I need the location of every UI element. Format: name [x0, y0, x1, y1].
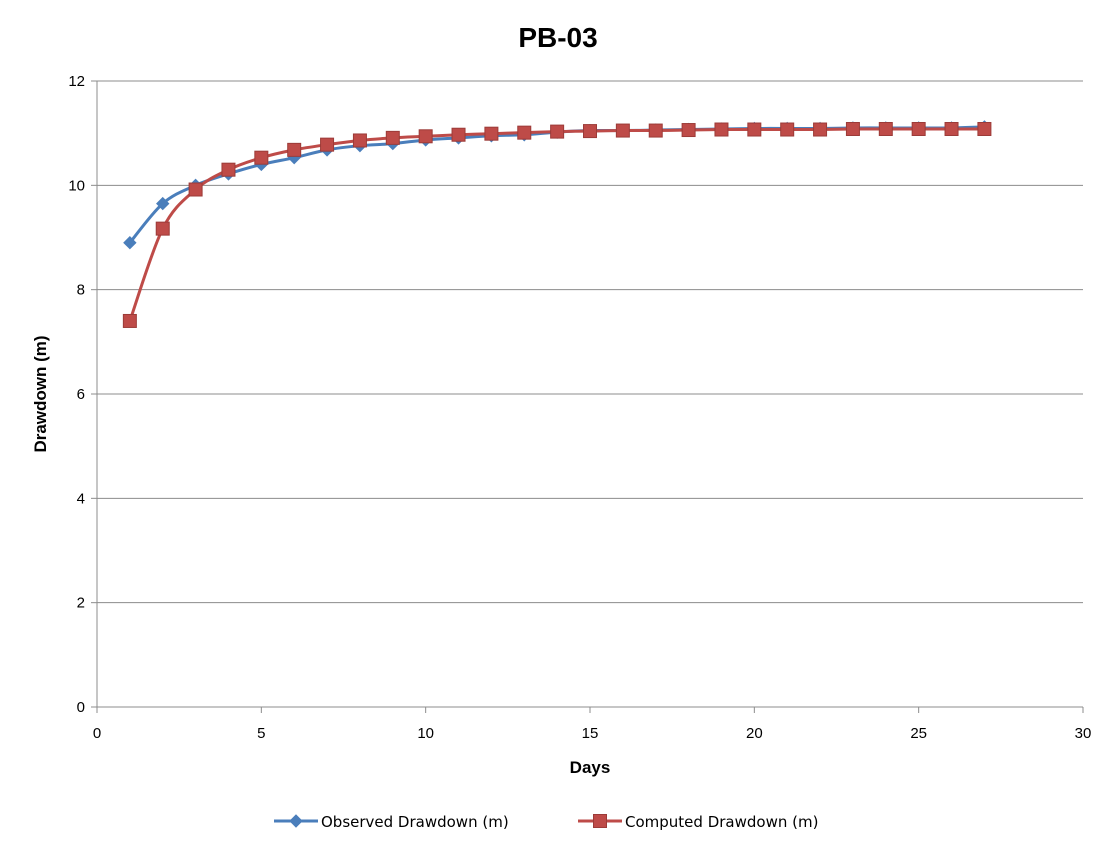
data-point-square — [584, 125, 597, 138]
data-point-square — [781, 123, 794, 136]
legend: Observed Drawdown (m) Computed Drawdown (… — [274, 813, 818, 831]
x-tick-label: 20 — [746, 725, 763, 742]
chart-title: PB-03 — [518, 22, 597, 53]
y-tick-label: 10 — [68, 177, 85, 194]
series-observed — [124, 121, 991, 249]
data-point-square — [846, 122, 859, 135]
series-layer — [123, 121, 991, 328]
y-tick-label: 12 — [68, 73, 85, 90]
data-point-square — [814, 123, 827, 136]
data-point-square — [419, 130, 432, 143]
series-line — [130, 127, 985, 243]
legend-item: Computed Drawdown (m) — [578, 813, 818, 831]
y-tick-label: 0 — [77, 699, 85, 716]
data-point-square — [255, 151, 268, 164]
data-point-square — [748, 123, 761, 136]
x-tick-label: 25 — [910, 725, 927, 742]
legend-marker — [594, 815, 607, 828]
data-point-square — [452, 128, 465, 141]
data-point-square — [189, 183, 202, 196]
y-tick-label: 2 — [77, 595, 85, 612]
x-tick-label: 30 — [1075, 725, 1092, 742]
legend-item: Observed Drawdown (m) — [274, 813, 509, 831]
data-point-square — [353, 134, 366, 147]
data-point-square — [551, 125, 564, 138]
data-point-square — [978, 122, 991, 135]
legend-label: Observed Drawdown (m) — [321, 813, 509, 831]
x-axis-title: Days — [570, 758, 611, 777]
data-point-square — [945, 122, 958, 135]
data-point-square — [715, 123, 728, 136]
data-point-square — [912, 122, 925, 135]
data-point-square — [485, 127, 498, 140]
data-point-square — [879, 122, 892, 135]
series-computed — [123, 122, 991, 327]
y-tick-label: 4 — [77, 490, 85, 507]
legend-label: Computed Drawdown (m) — [625, 813, 818, 831]
x-tick-label: 0 — [93, 725, 101, 742]
data-point-square — [288, 143, 301, 156]
data-point-square — [123, 314, 136, 327]
y-tick-label: 6 — [77, 386, 85, 403]
data-point-square — [682, 124, 695, 137]
x-tick-label: 15 — [582, 725, 599, 742]
y-tick-label: 8 — [77, 282, 85, 299]
x-tick-label: 10 — [417, 725, 434, 742]
data-point-square — [222, 163, 235, 176]
data-point-square — [616, 124, 629, 137]
data-point-square — [156, 222, 169, 235]
data-point-square — [386, 131, 399, 144]
y-axis-title: Drawdown (m) — [31, 335, 50, 452]
gridlines — [97, 81, 1083, 603]
data-point-square — [321, 138, 334, 151]
x-tick-label: 5 — [257, 725, 265, 742]
data-point-square — [518, 126, 531, 139]
data-point-square — [649, 124, 662, 137]
legend-marker — [290, 815, 302, 827]
